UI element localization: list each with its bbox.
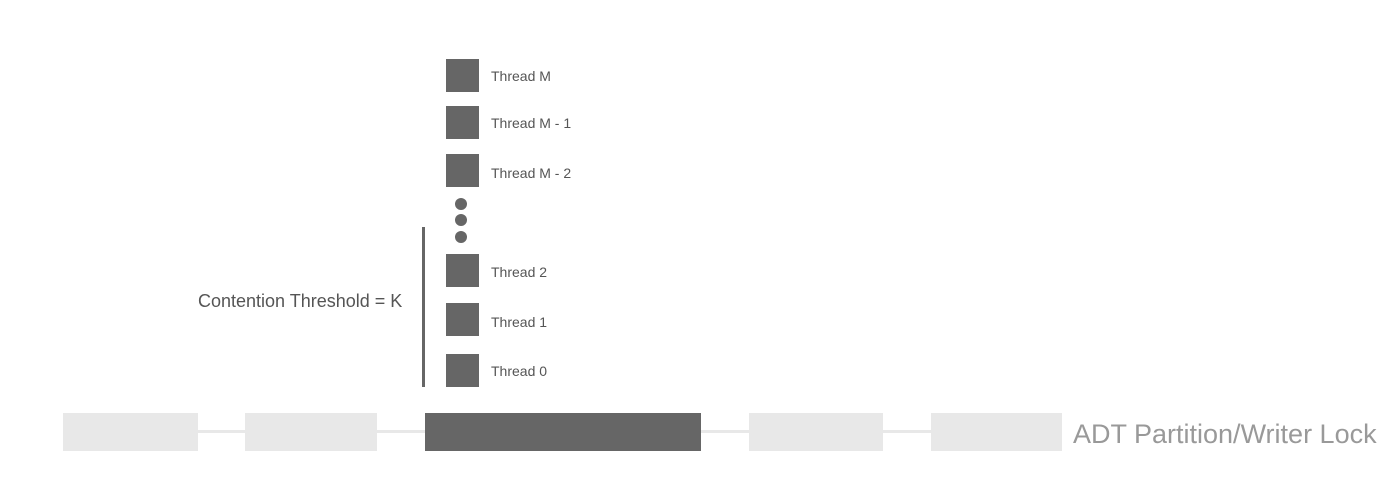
thread-box-m [446,59,479,92]
partition-2 [245,413,377,451]
thread-label-0: Thread 0 [491,363,548,379]
partition-connector-1 [198,430,245,433]
thread-label-1: Thread 1 [491,314,548,330]
thread-box-m-minus-2 [446,154,479,187]
threshold-bracket [422,227,425,387]
partition-locked [425,413,701,451]
thread-box-1 [446,303,479,336]
partition-1 [63,413,198,451]
partition-connector-2 [377,430,425,433]
thread-label-m: Thread M [491,68,551,84]
ellipsis-dot-2 [455,214,467,226]
partition-4 [749,413,883,451]
adt-lock-label: ADT Partition/Writer Lock [1073,419,1377,449]
ellipsis-dot-3 [455,231,467,243]
thread-box-0 [446,354,479,387]
thread-label-m-minus-1: Thread M - 1 [491,115,572,131]
thread-label-m-minus-2: Thread M - 2 [491,165,572,181]
thread-label-2: Thread 2 [491,264,548,280]
partition-connector-4 [883,430,931,433]
threshold-label: Contention Threshold = K [198,291,403,311]
ellipsis-dot-1 [455,198,467,210]
partition-connector-3 [701,430,749,433]
thread-box-2 [446,254,479,287]
thread-box-m-minus-1 [446,106,479,139]
partition-5 [931,413,1062,451]
